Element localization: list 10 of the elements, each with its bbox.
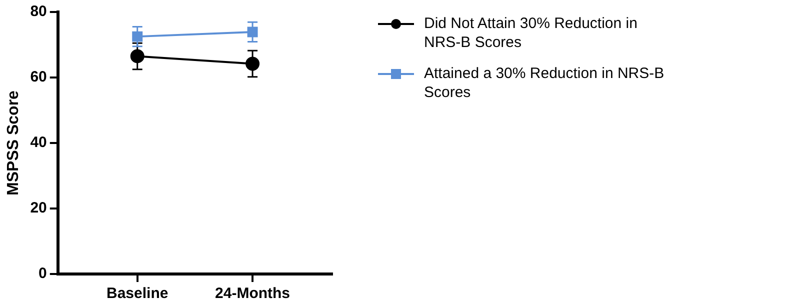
- x-tick-label: 24-Months: [215, 285, 290, 302]
- legend-label: Did Not Attain 30% Reduction in NRS-B Scores: [424, 14, 638, 52]
- y-axis-title: MSPSS Score: [5, 90, 22, 196]
- y-tick-label: 0: [38, 265, 47, 282]
- y-tick-label: 80: [30, 3, 47, 20]
- legend-label: Attained a 30% Reduction in NRS-B Scores: [424, 64, 666, 102]
- y-tick-label: 60: [30, 68, 47, 86]
- x-tick-label: Baseline: [106, 285, 168, 302]
- y-tick-label: 20: [30, 200, 47, 217]
- y-tick-label: 40: [30, 134, 47, 152]
